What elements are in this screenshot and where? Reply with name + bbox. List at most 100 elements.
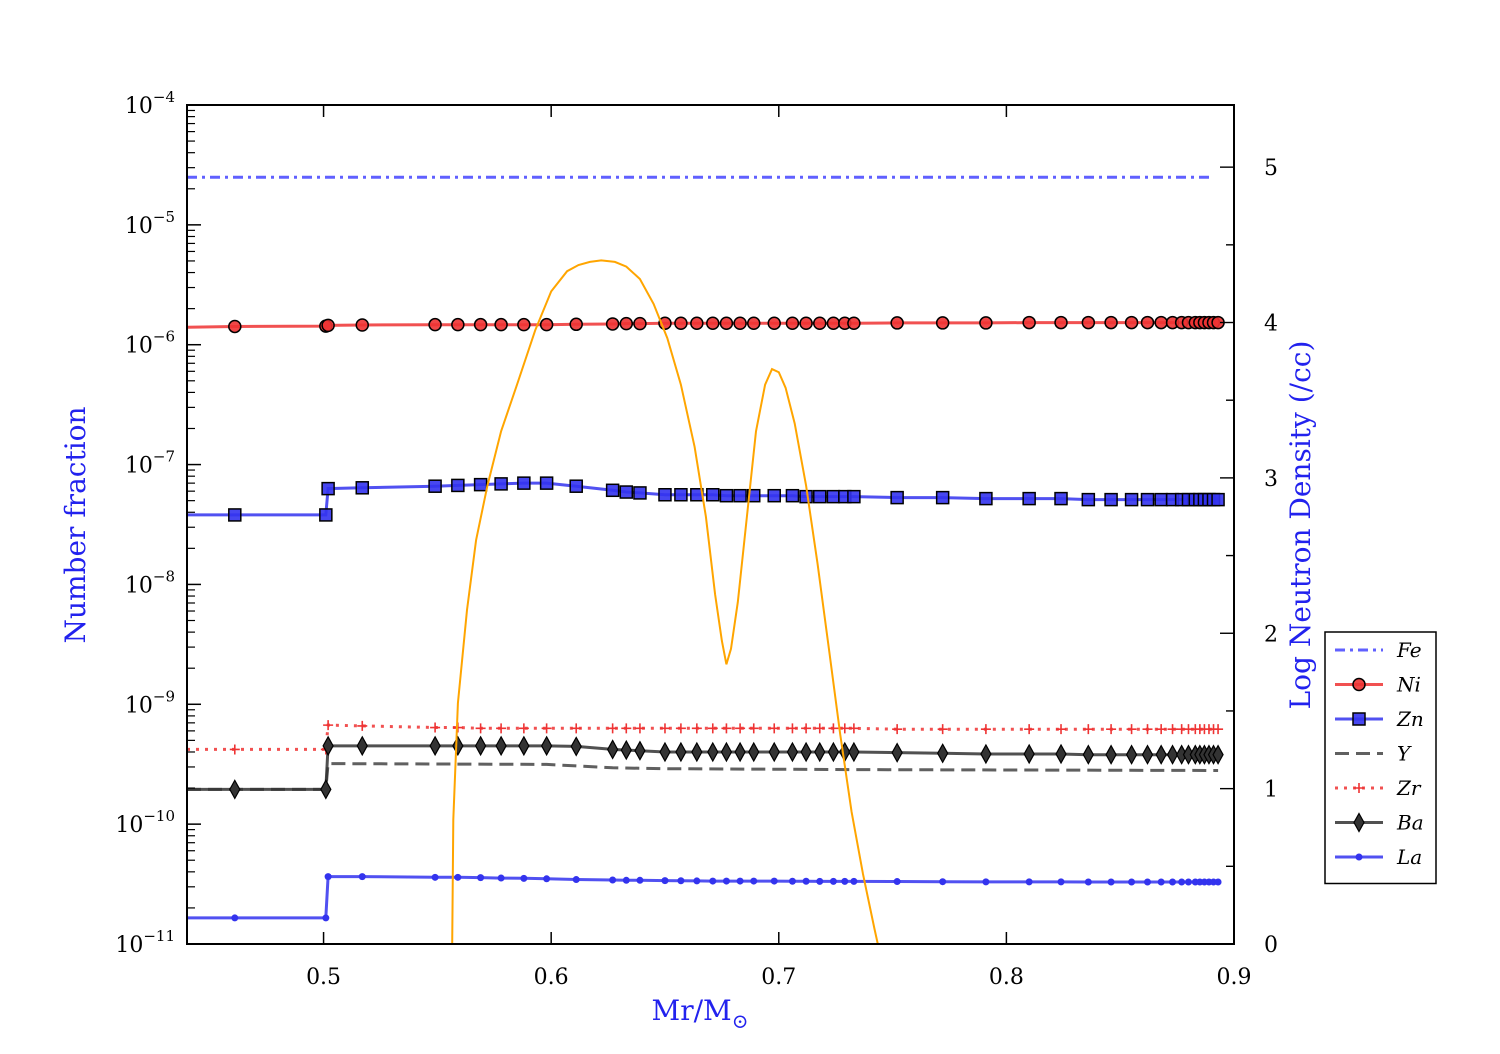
y-tick-label-base: 10 [125,334,153,359]
marker-la [477,874,485,882]
marker-ba [570,736,582,757]
marker-ba [1023,743,1035,765]
y2-tick-label: 0 [1264,933,1278,958]
marker-la [816,877,824,885]
marker-ba [634,740,646,761]
series-layer [187,175,1225,944]
marker-ni [674,316,688,331]
series-zr [187,720,1224,755]
legend-box [1324,631,1437,885]
marker-la [322,914,330,922]
legend-label-fe: Fe [1396,638,1422,662]
marker-ni [321,318,335,333]
legend-label-zr: Zr [1396,776,1422,800]
y-tick-label-base: 10 [125,454,153,479]
marker-la [1144,878,1152,886]
marker-la [982,878,990,886]
legend-marker-zn [1352,712,1366,726]
marker-zn [658,488,672,502]
marker-zr [707,723,718,734]
marker-ba [675,741,687,763]
marker-ni [228,319,242,334]
marker-ba [1155,744,1167,765]
marker-zr [828,723,839,734]
marker-zr [1024,724,1035,735]
marker-la [543,875,551,883]
marker-ba [429,735,441,757]
marker-zn [451,478,465,493]
y-tick-label-base: 10 [125,693,153,718]
marker-ni [355,318,370,332]
marker-zn [605,483,620,498]
legend: Fe Ni Zn Y Zr Ba La [1324,631,1437,885]
marker-zn [813,489,827,504]
marker-ba [980,743,992,765]
marker-la [802,877,810,885]
marker-ba [691,741,703,763]
marker-zr [735,723,746,734]
marker-zn [935,490,950,505]
marker-la [788,877,796,885]
marker-ba [1166,744,1179,765]
marker-ba [814,741,826,763]
marker-ni [890,316,904,330]
marker-zn [517,476,531,490]
marker-zn [319,508,333,522]
marker-ni [451,317,465,332]
marker-la [636,876,644,884]
marker-ba [320,779,332,800]
marker-ni [935,316,950,330]
marker-la [1107,878,1115,886]
marker-ni [1054,315,1068,330]
y-tick-label-exp: −4 [153,88,175,106]
marker-zr [1083,724,1094,735]
legend-label-zn: Zn [1396,707,1424,731]
legend-label-ba: Ba [1396,811,1424,835]
marker-ni [1124,315,1139,330]
marker-ba [827,741,840,763]
marker-zr [748,723,759,734]
marker-zn [890,490,904,505]
marker-la [693,877,701,885]
marker-zn [539,476,554,490]
marker-zn [706,488,720,502]
marker-zr [1106,724,1117,735]
marker-zr [769,723,780,734]
marker-la [520,874,528,882]
y-tick-label-exp: −7 [153,448,175,466]
marker-ba [1212,744,1224,765]
marker-ba [620,739,632,761]
marker-zn [719,488,734,503]
y-tick-label-base: 10 [125,214,153,239]
marker-la [841,877,849,885]
marker-zn [1154,492,1168,507]
series-ba [187,735,1224,800]
series-line-log-neutron-density [451,259,879,944]
marker-ni [799,316,813,331]
marker-zn [494,477,508,491]
series-zn [187,476,1225,522]
marker-ba [734,741,746,763]
marker-ni [517,317,531,332]
x-axis-label: Mr/M⊙ [652,994,749,1033]
marker-zn [1104,492,1118,507]
marker-zn [321,481,335,496]
marker-ni [785,316,800,331]
marker-ba [800,741,812,763]
y-tick-label-base: 10 [115,813,143,838]
marker-ni [428,317,442,332]
marker-zn [1081,492,1096,507]
legend-marker-ni [1352,677,1366,692]
series-line-y [187,762,1219,791]
y-tick-label-base: 10 [115,933,143,958]
marker-ba [229,779,241,800]
marker-zr [937,724,948,735]
y-tick-label: 10−6 [125,328,175,359]
marker-zr [1126,724,1137,735]
y-tick-label: 10−11 [115,927,175,958]
marker-zr [839,723,850,734]
marker-ni [605,317,620,331]
plot-frame [186,104,1235,945]
series-log-neutron-density [451,259,879,944]
